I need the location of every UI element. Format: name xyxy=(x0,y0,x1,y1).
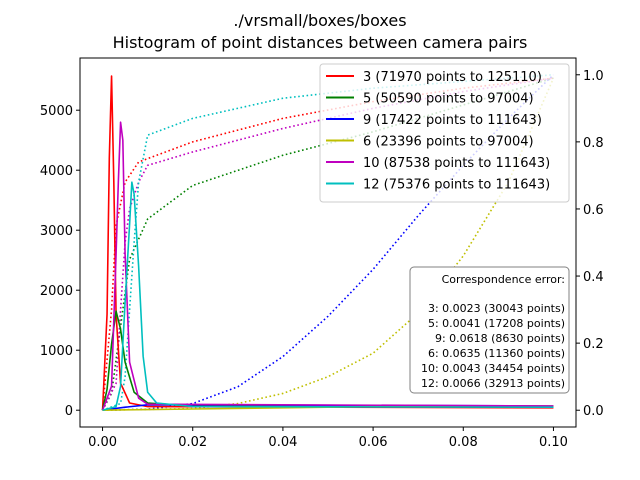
cumulative-line-5 xyxy=(102,73,554,411)
legend-label-3: 6 (23396 points to 97004) xyxy=(363,135,534,150)
y-tick-label-1: 1000 xyxy=(40,344,73,359)
legend-box xyxy=(319,63,570,203)
histogram-line-0 xyxy=(101,75,554,411)
plot-frame xyxy=(79,57,577,428)
x-tick-label-2: 0.04 xyxy=(268,435,297,450)
legend-label-5: 12 (75376 points to 111643) xyxy=(363,178,550,193)
x-tick-label-1: 0.02 xyxy=(178,435,207,450)
y-tick-label-3: 3000 xyxy=(40,224,73,239)
histogram-line-5 xyxy=(102,181,554,411)
error-box-line-3: 6: 0.0635 (11360 points) xyxy=(428,347,565,360)
chart-title: Histogram of point distances between cam… xyxy=(112,33,528,52)
legend-label-2: 9 (17422 points to 111643) xyxy=(363,113,542,128)
legend-label-1: 5 (50590 points to 97004) xyxy=(363,92,534,107)
chart-title-path: ./vrsmall/boxes/boxes xyxy=(233,11,407,30)
x-tick-label-3: 0.06 xyxy=(359,435,388,450)
error-box-line-0: 3: 0.0023 (30043 points) xyxy=(428,302,565,315)
error-box xyxy=(409,266,570,394)
x-tick-label-5: 0.10 xyxy=(539,435,568,450)
y-tick-label-4: 4000 xyxy=(40,164,73,179)
y-tick-label-0: 0 xyxy=(65,404,73,419)
y-tick-label-2: 2000 xyxy=(40,284,73,299)
error-box-line-2: 9: 0.0618 (8630 points) xyxy=(435,332,565,345)
legend-label-0: 3 (71970 points to 125110) xyxy=(363,70,542,85)
y2-tick-label-0: 0.0 xyxy=(583,404,604,419)
y2-tick-label-5: 1.0 xyxy=(583,69,604,84)
legend-label-4: 10 (87538 points to 111643) xyxy=(363,156,550,171)
error-box-title: Correspondence error: xyxy=(442,273,565,286)
y2-tick-label-1: 0.2 xyxy=(583,337,604,352)
y2-tick-label-3: 0.6 xyxy=(583,203,604,218)
y2-tick-label-2: 0.4 xyxy=(583,270,604,285)
error-box-line-1: 5: 0.0041 (17208 points) xyxy=(428,317,565,330)
error-box-line-4: 10: 0.0043 (34454 points) xyxy=(421,362,565,375)
y-tick-label-5: 5000 xyxy=(40,104,73,119)
histogram-line-4 xyxy=(101,121,554,411)
x-tick-label-4: 0.08 xyxy=(449,435,478,450)
cumulative-line-2 xyxy=(102,74,555,412)
y2-tick-label-4: 0.8 xyxy=(583,136,604,151)
x-tick-label-0: 0.00 xyxy=(88,435,117,450)
error-box-line-5: 12: 0.0066 (32913 points) xyxy=(421,377,565,390)
